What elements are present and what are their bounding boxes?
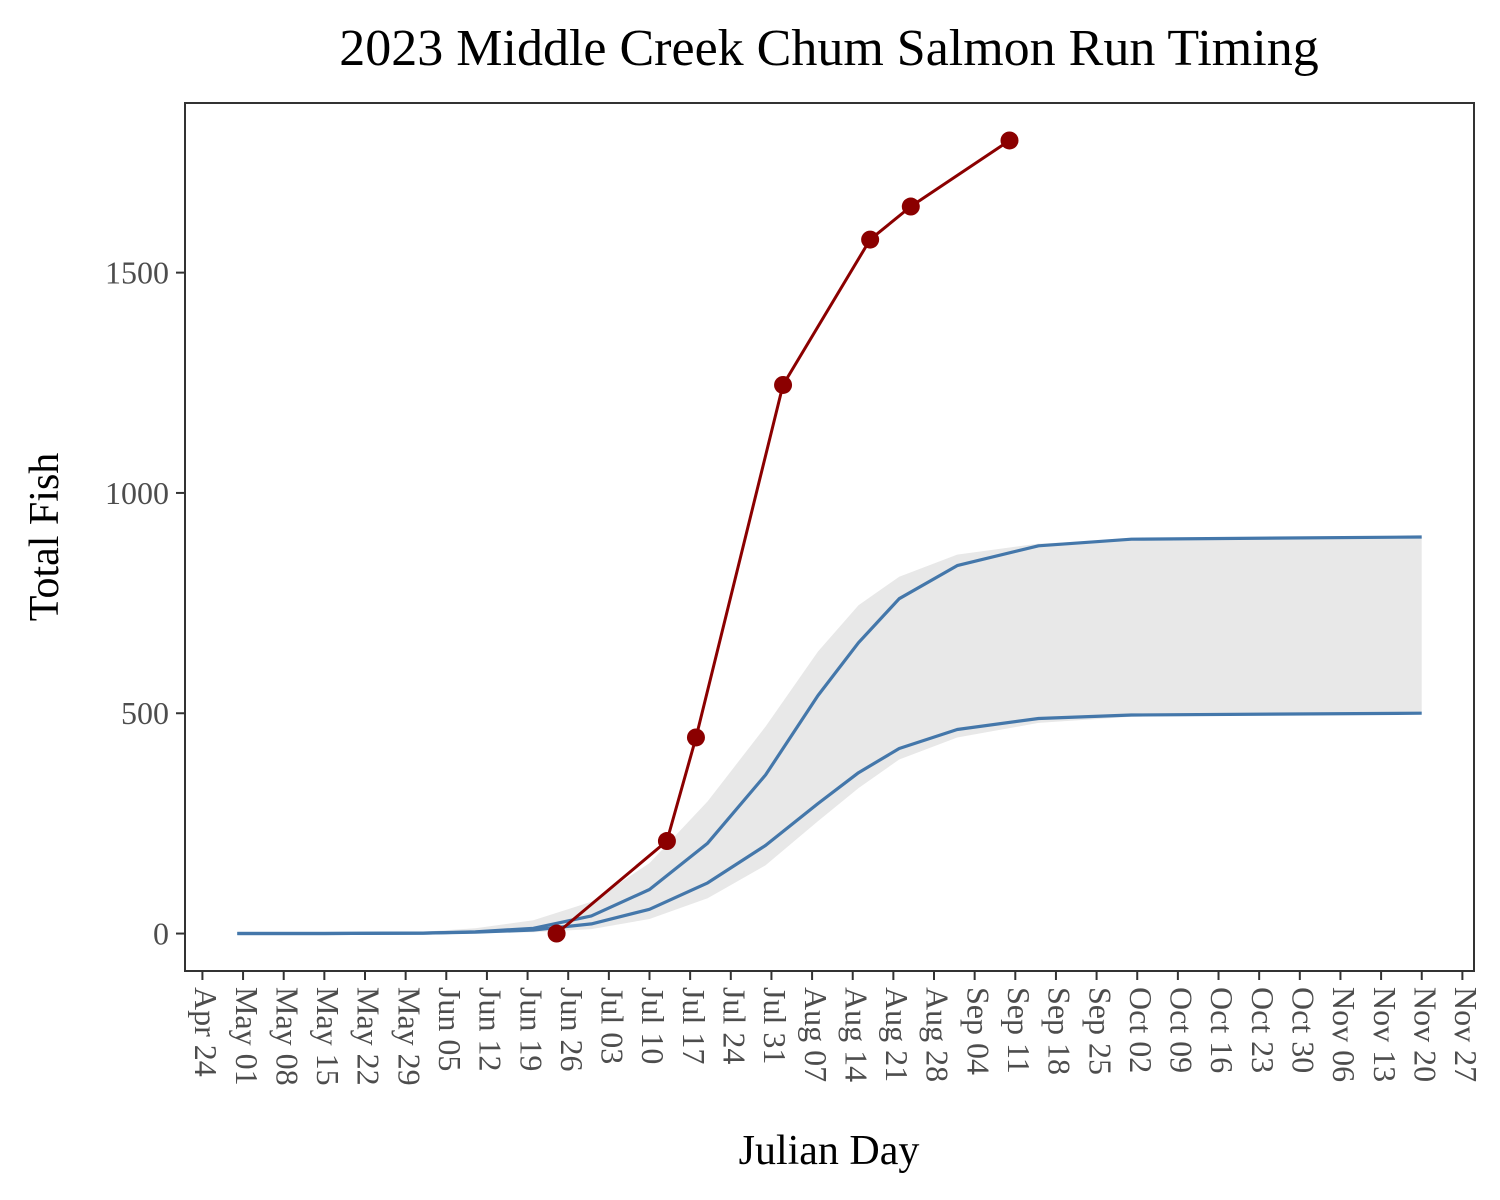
x-tick-label: Jul 03	[595, 987, 631, 1064]
observed-point	[686, 728, 705, 747]
y-tick-label: 1000	[105, 475, 169, 511]
x-tick-label: May 08	[269, 987, 305, 1086]
x-tick-label: Jun 12	[473, 987, 509, 1071]
x-tick-label: Aug 07	[798, 987, 834, 1082]
x-tick-label: May 22	[351, 987, 387, 1086]
expected-lower-line	[237, 711, 1422, 936]
chart-title: 2023 Middle Creek Chum Salmon Run Timing	[339, 20, 1318, 77]
x-tick-label: Aug 21	[879, 987, 915, 1082]
y-tick-label: 500	[121, 695, 169, 731]
x-axis-title: Julian Day	[739, 1128, 920, 1174]
x-tick-label: Sep 18	[1042, 987, 1078, 1075]
x-tick-label: May 01	[229, 987, 265, 1086]
y-axis-title: Total Fish	[22, 453, 68, 622]
x-tick-label: May 29	[391, 987, 427, 1086]
y-tick-label: 0	[153, 916, 169, 952]
y-axis: 0 500 1000 1500	[105, 255, 185, 952]
x-tick-label: Sep 04	[960, 987, 996, 1075]
x-tick-label: Oct 16	[1204, 987, 1240, 1073]
observed-point	[657, 832, 676, 851]
x-tick-label: Jul 10	[635, 987, 671, 1064]
x-tick-label: Jun 19	[513, 987, 549, 1071]
expected-range-ribbon	[237, 537, 1422, 934]
observed-point	[861, 230, 880, 249]
series-layer	[237, 131, 1422, 943]
x-tick-label: Sep 25	[1082, 987, 1118, 1075]
x-tick-label: Sep 11	[1001, 987, 1037, 1074]
x-tick-label: Oct 30	[1285, 987, 1321, 1073]
x-tick-label: Nov 20	[1407, 987, 1443, 1082]
x-tick-label: Jun 26	[554, 987, 590, 1071]
observed-point	[547, 924, 566, 943]
observed-point	[901, 197, 920, 216]
observed-point	[774, 375, 793, 394]
x-tick-label: Oct 09	[1164, 987, 1200, 1073]
x-tick-label: Aug 14	[838, 987, 874, 1082]
x-tick-label: Nov 27	[1448, 987, 1484, 1082]
x-tick-label: Aug 28	[920, 987, 956, 1082]
x-tick-label: Nov 06	[1326, 987, 1362, 1082]
x-tick-label: Jul 24	[716, 987, 752, 1064]
x-tick-label: Nov 13	[1367, 987, 1403, 1082]
x-axis: Apr 24 May 01 May 08 May 15 May 22 May 29 Jun …	[188, 971, 1484, 1086]
x-tick-label: May 15	[310, 987, 346, 1086]
x-tick-label: Jun 05	[432, 987, 468, 1071]
x-tick-label: Oct 23	[1245, 987, 1281, 1073]
x-tick-label: Jul 31	[757, 987, 793, 1064]
x-tick-label: Oct 02	[1123, 987, 1159, 1073]
x-tick-label: Jul 17	[676, 987, 712, 1064]
observed-point	[1000, 131, 1019, 150]
x-tick-label: Apr 24	[188, 987, 224, 1077]
y-tick-label: 1500	[105, 255, 169, 291]
